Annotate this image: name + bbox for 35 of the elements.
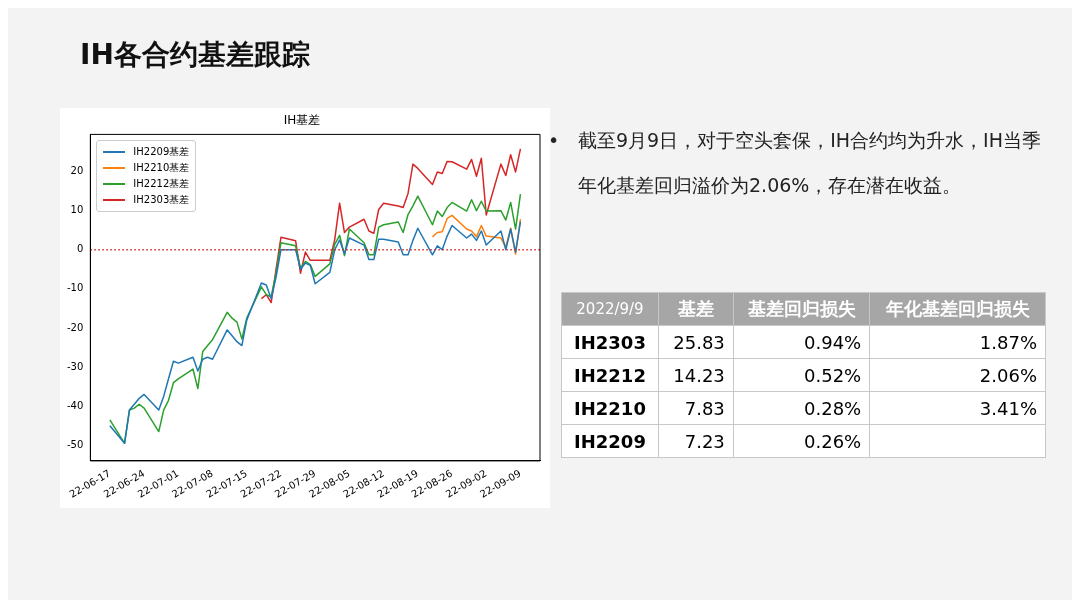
- chart-title: IH基差: [283, 113, 321, 128]
- text: IH各合约基差跟踪: [80, 37, 310, 73]
- y-tick-label: 10: [70, 204, 84, 216]
- data-label: 0.28%: [733, 391, 870, 425]
- data-label: 3.41%: [869, 391, 1046, 425]
- text: 截至9月9日，对于空头套保，IH合约均为升水，IH当季年化基差回归溢价为2.06%，存在潜在收益。: [578, 129, 1041, 196]
- y-tick-label: 20: [70, 165, 84, 177]
- y-tick-label: -10: [66, 282, 84, 294]
- category-label: IH2303: [561, 325, 659, 359]
- text: •: [548, 128, 561, 153]
- legend-label: IH2212基差: [133, 177, 190, 192]
- category-label: IH2209: [561, 424, 659, 458]
- legend-label: IH2303基差: [133, 193, 190, 208]
- category-label: IH2210: [561, 391, 659, 425]
- y-tick-label: -40: [66, 399, 84, 411]
- data-label: 7.83: [658, 391, 734, 425]
- data-label: 7.23: [658, 424, 734, 458]
- y-tick-label: -50: [66, 438, 84, 450]
- data-label: 0.26%: [733, 424, 870, 458]
- y-tick-label: -30: [66, 360, 84, 372]
- legend-label: IH2209基差: [133, 145, 190, 160]
- legend-title: 2022/9/9: [561, 292, 659, 326]
- y-tick-label: -20: [66, 321, 84, 333]
- data-label: 1.87%: [869, 325, 1046, 359]
- data-label: 25.83: [658, 325, 734, 359]
- data-label: 2.06%: [869, 358, 1046, 392]
- text: 年化基差回归损失: [869, 292, 1046, 326]
- data-label: 14.23: [658, 358, 734, 392]
- data-label: 0.94%: [733, 325, 870, 359]
- category-label: IH2212: [561, 358, 659, 392]
- y-tick-label: 0: [76, 243, 84, 255]
- data-label: 0.52%: [733, 358, 870, 392]
- legend-label: 基差回归损失: [733, 292, 870, 326]
- legend-label: IH2210基差: [133, 161, 190, 176]
- series-label: 基差: [658, 292, 734, 326]
